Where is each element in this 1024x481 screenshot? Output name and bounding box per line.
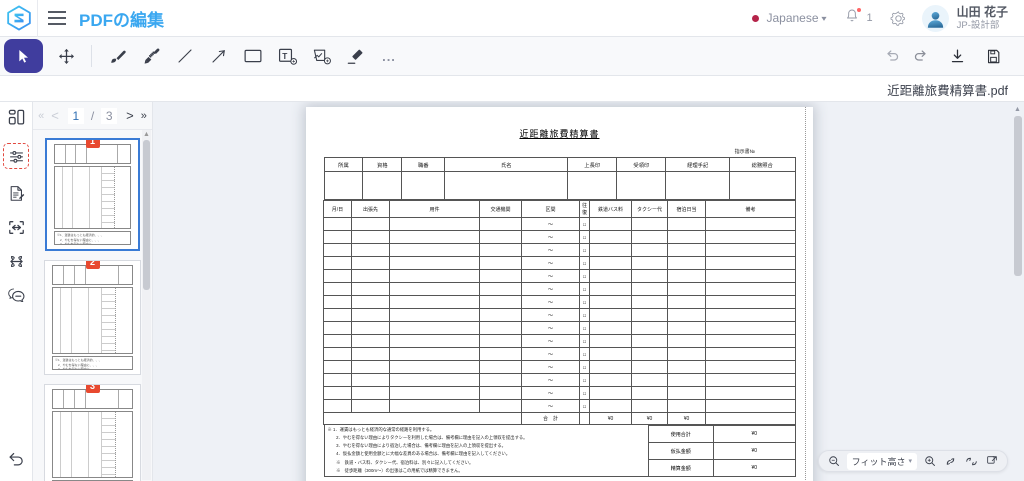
svg-text:T: T (282, 50, 287, 60)
